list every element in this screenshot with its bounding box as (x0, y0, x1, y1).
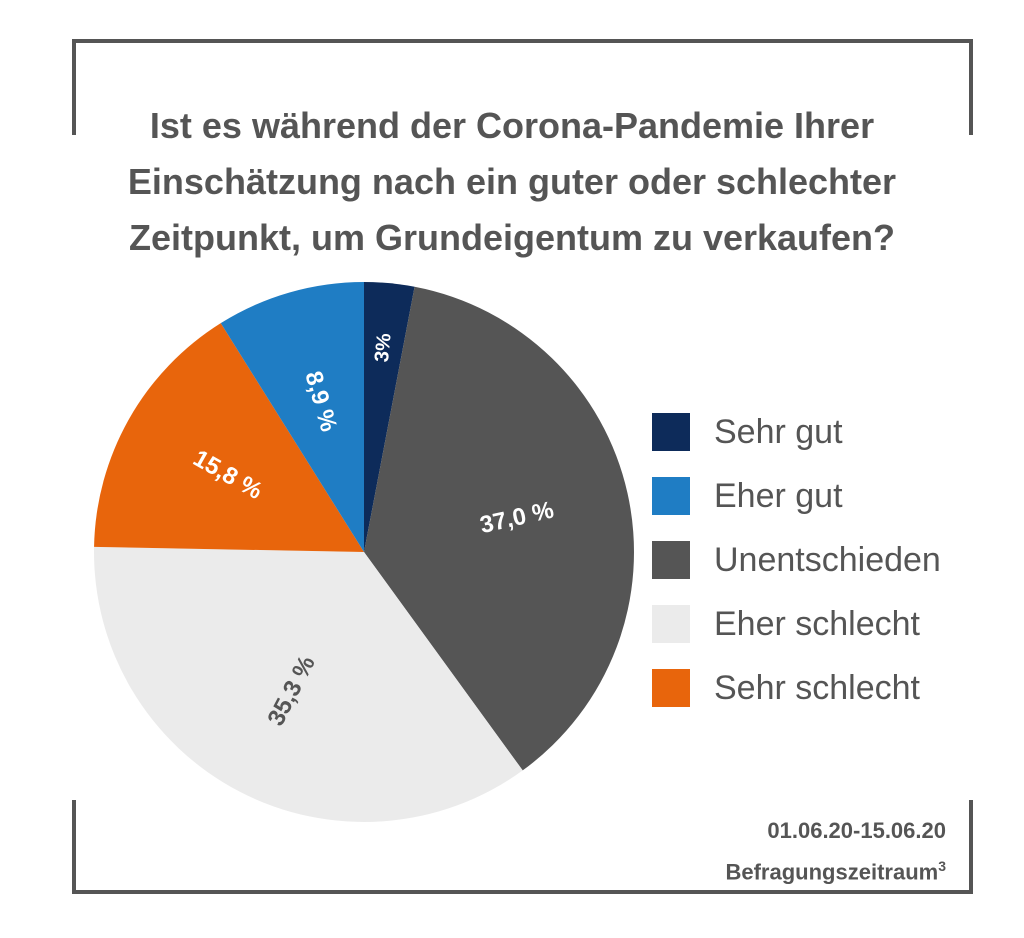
survey-period-label: Befragungszeitraum3 (725, 858, 946, 885)
frame-right-top (969, 39, 973, 135)
legend-label: Eher gut (714, 476, 843, 515)
frame-bottom (72, 890, 973, 894)
footnote-marker: 3 (938, 858, 946, 874)
title-line-2: Einschätzung nach ein guter oder schlech… (127, 161, 897, 202)
legend: Sehr gut Eher gut Unentschieden Eher schlec… (652, 400, 941, 720)
legend-swatch (652, 541, 690, 579)
survey-period-label-text: Befragungszeitraum (725, 859, 939, 885)
survey-period: 01.06.20-15.06.20 (767, 818, 946, 843)
legend-label: Eher schlecht (714, 604, 920, 643)
legend-item-eher-gut: Eher gut (652, 464, 941, 528)
legend-item-sehr-schlecht: Sehr schlecht (652, 656, 941, 720)
pie-slice-sehr-gut (364, 281, 415, 552)
frame-left-bottom (72, 800, 76, 894)
legend-label: Unentschieden (714, 540, 941, 579)
pie-label-sehr-gut: 3% (371, 332, 396, 363)
title-line-3: Zeitpunkt, um Grundeigentum zu verkaufen… (128, 217, 896, 258)
legend-item-sehr-gut: Sehr gut (652, 400, 941, 464)
pie-slice-unentschieden (364, 286, 634, 771)
legend-label: Sehr gut (714, 412, 843, 451)
legend-swatch (652, 605, 690, 643)
legend-swatch (652, 477, 690, 515)
frame-left-top (72, 39, 76, 135)
legend-item-unentschieden: Unentschieden (652, 528, 941, 592)
frame-top (72, 39, 973, 43)
pie-slice-sehr-schlecht (94, 323, 365, 552)
legend-label: Sehr schlecht (714, 668, 920, 707)
pie-slice-eher-schlecht (94, 546, 523, 822)
frame-right-bottom (969, 800, 973, 894)
legend-swatch (652, 413, 690, 451)
title-line-1: Ist es während der Corona-Pandemie Ihrer (149, 105, 875, 146)
pie-slice-eher-gut (220, 282, 364, 552)
legend-item-eher-schlecht: Eher schlecht (652, 592, 941, 656)
chart-title: Ist es während der Corona-Pandemie Ihrer… (80, 98, 944, 266)
legend-swatch (652, 669, 690, 707)
